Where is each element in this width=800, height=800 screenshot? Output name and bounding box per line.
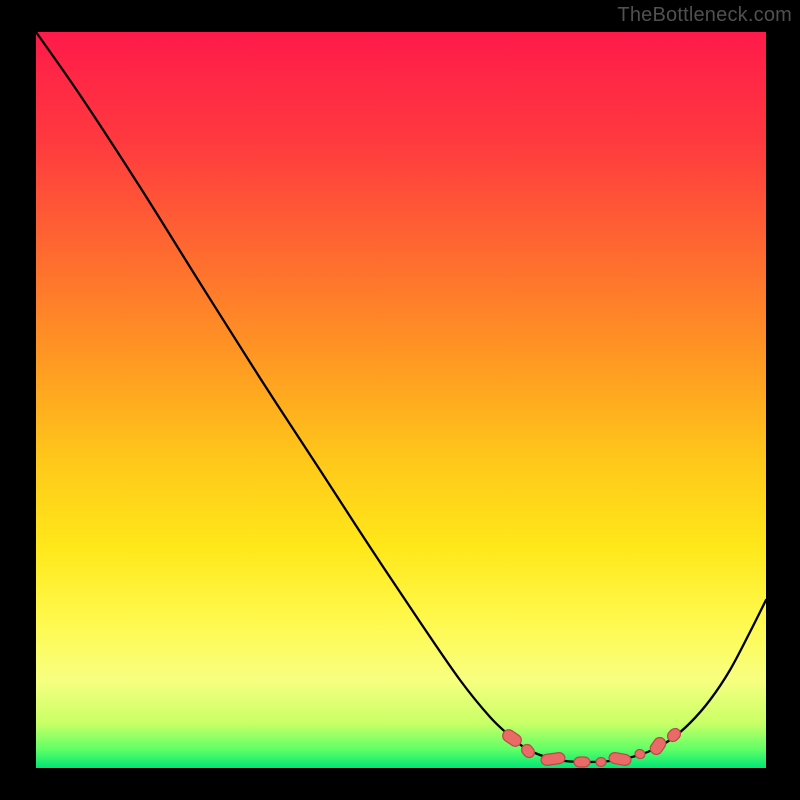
chart-stage: TheBottleneck.com bbox=[0, 0, 800, 800]
plot-background bbox=[36, 32, 766, 768]
curve-marker bbox=[596, 758, 606, 767]
chart-svg bbox=[0, 0, 800, 800]
watermark-text: TheBottleneck.com bbox=[617, 4, 792, 27]
curve-marker bbox=[574, 757, 590, 767]
